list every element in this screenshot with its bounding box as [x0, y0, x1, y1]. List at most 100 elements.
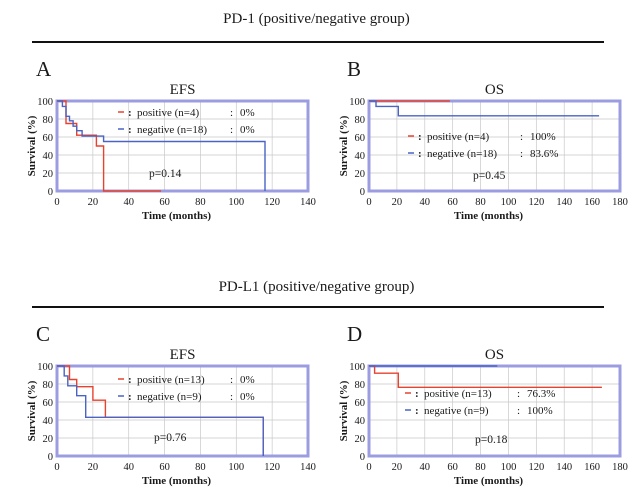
x-tick-label: 60 [447, 462, 458, 473]
x-tick-label: 80 [475, 462, 486, 473]
x-tick-label: 160 [584, 462, 600, 473]
y-tick-label: 20 [355, 434, 366, 445]
x-tick-label: 120 [264, 462, 280, 473]
y-tick-label: 40 [43, 151, 54, 162]
x-tick-label: 100 [228, 462, 244, 473]
x-tick-label: 140 [556, 462, 572, 473]
legend-stat: 100% [530, 131, 556, 143]
legend-stat-sep: : [520, 148, 523, 160]
y-tick-label: 100 [349, 362, 365, 373]
legend-stat: 0% [240, 124, 255, 136]
y-tick-label: 80 [355, 380, 366, 391]
x-tick-label: 80 [195, 197, 206, 208]
x-tick-label: 140 [300, 462, 316, 473]
x-tick-label: 80 [195, 462, 206, 473]
chart-title: EFS [170, 347, 196, 363]
x-tick-label: 180 [612, 197, 628, 208]
y-tick-label: 80 [43, 380, 54, 391]
panel-letter-a: A [36, 57, 52, 81]
legend-stat-sep: : [517, 405, 520, 417]
plot-area [57, 366, 308, 456]
section-title-pd1: PD-1 (positive/negative group) [223, 11, 410, 27]
y-axis-label: Survival (%) [26, 115, 38, 176]
x-tick-label: 100 [501, 462, 517, 473]
y-tick-label: 80 [355, 115, 366, 126]
x-tick-label: 40 [123, 462, 134, 473]
legend-stat: 0% [240, 107, 255, 119]
x-tick-label: 140 [556, 197, 572, 208]
legend-label: negative (n=18) [137, 124, 207, 136]
section-divider-pd1 [32, 41, 604, 43]
legend-stat: 0% [240, 391, 255, 403]
plot-frame [55, 364, 310, 458]
legend-colon: : [418, 131, 422, 143]
legend-label: negative (n=9) [137, 391, 202, 403]
y-tick-label: 80 [43, 115, 54, 126]
x-axis-label: Time (months) [142, 475, 211, 487]
x-tick-label: 20 [392, 462, 403, 473]
x-tick-label: 120 [264, 197, 280, 208]
y-tick-label: 60 [355, 398, 366, 409]
y-tick-label: 100 [37, 362, 53, 373]
x-tick-label: 60 [447, 197, 458, 208]
legend-stat-sep: : [230, 391, 233, 403]
legend-colon: : [415, 405, 419, 417]
p-value: p=0.45 [473, 170, 506, 182]
legend-stat-sep: : [230, 124, 233, 136]
y-tick-label: 40 [355, 416, 366, 427]
p-value: p=0.18 [475, 434, 508, 446]
chart-title: OS [485, 82, 504, 98]
plot-frame [55, 99, 310, 193]
x-tick-label: 80 [475, 197, 486, 208]
legend-label: negative (n=9) [424, 405, 489, 417]
x-tick-label: 40 [123, 197, 134, 208]
y-tick-label: 0 [48, 187, 53, 198]
legend-stat: 100% [527, 405, 553, 417]
legend-stat: 76.3% [527, 388, 555, 400]
y-axis-label: Survival (%) [26, 380, 38, 441]
survival-curve-negative [57, 100, 266, 191]
x-tick-label: 20 [88, 197, 99, 208]
x-tick-label: 40 [420, 197, 431, 208]
x-tick-label: 120 [528, 462, 544, 473]
p-value: p=0.76 [154, 432, 187, 444]
x-tick-label: 60 [159, 197, 170, 208]
x-tick-label: 0 [54, 462, 59, 473]
legend-colon: : [415, 388, 419, 400]
panel-letter-d: D [347, 322, 363, 346]
x-axis-label: Time (months) [142, 210, 211, 222]
survival-curve-negative [57, 365, 264, 456]
y-tick-label: 60 [43, 398, 54, 409]
y-tick-label: 60 [43, 133, 54, 144]
section-title-pdl1: PD-L1 (positive/negative group) [218, 279, 415, 295]
y-tick-label: 100 [37, 97, 53, 108]
y-tick-label: 60 [355, 133, 366, 144]
legend-label: positive (n=4) [137, 107, 199, 119]
legend-colon: : [128, 107, 132, 119]
y-tick-label: 40 [355, 151, 366, 162]
legend-stat-sep: : [230, 107, 233, 119]
plot-frame [367, 99, 622, 193]
legend-colon: : [128, 391, 132, 403]
legend-colon: : [128, 124, 132, 136]
x-tick-label: 60 [159, 462, 170, 473]
legend-label: positive (n=13) [424, 388, 492, 400]
legend-label: positive (n=4) [427, 131, 489, 143]
x-tick-label: 180 [612, 462, 628, 473]
y-tick-label: 100 [349, 97, 365, 108]
y-tick-label: 20 [43, 434, 54, 445]
y-tick-label: 0 [360, 187, 365, 198]
chart-title: EFS [170, 82, 196, 98]
chart-title: OS [485, 347, 504, 363]
legend-label: positive (n=13) [137, 374, 205, 386]
x-axis-label: Time (months) [454, 475, 523, 487]
x-tick-label: 0 [366, 197, 371, 208]
y-tick-label: 40 [43, 416, 54, 427]
x-tick-label: 20 [88, 462, 99, 473]
x-tick-label: 140 [300, 197, 316, 208]
x-tick-label: 0 [366, 462, 371, 473]
x-tick-label: 100 [228, 197, 244, 208]
p-value: p=0.14 [149, 168, 182, 180]
